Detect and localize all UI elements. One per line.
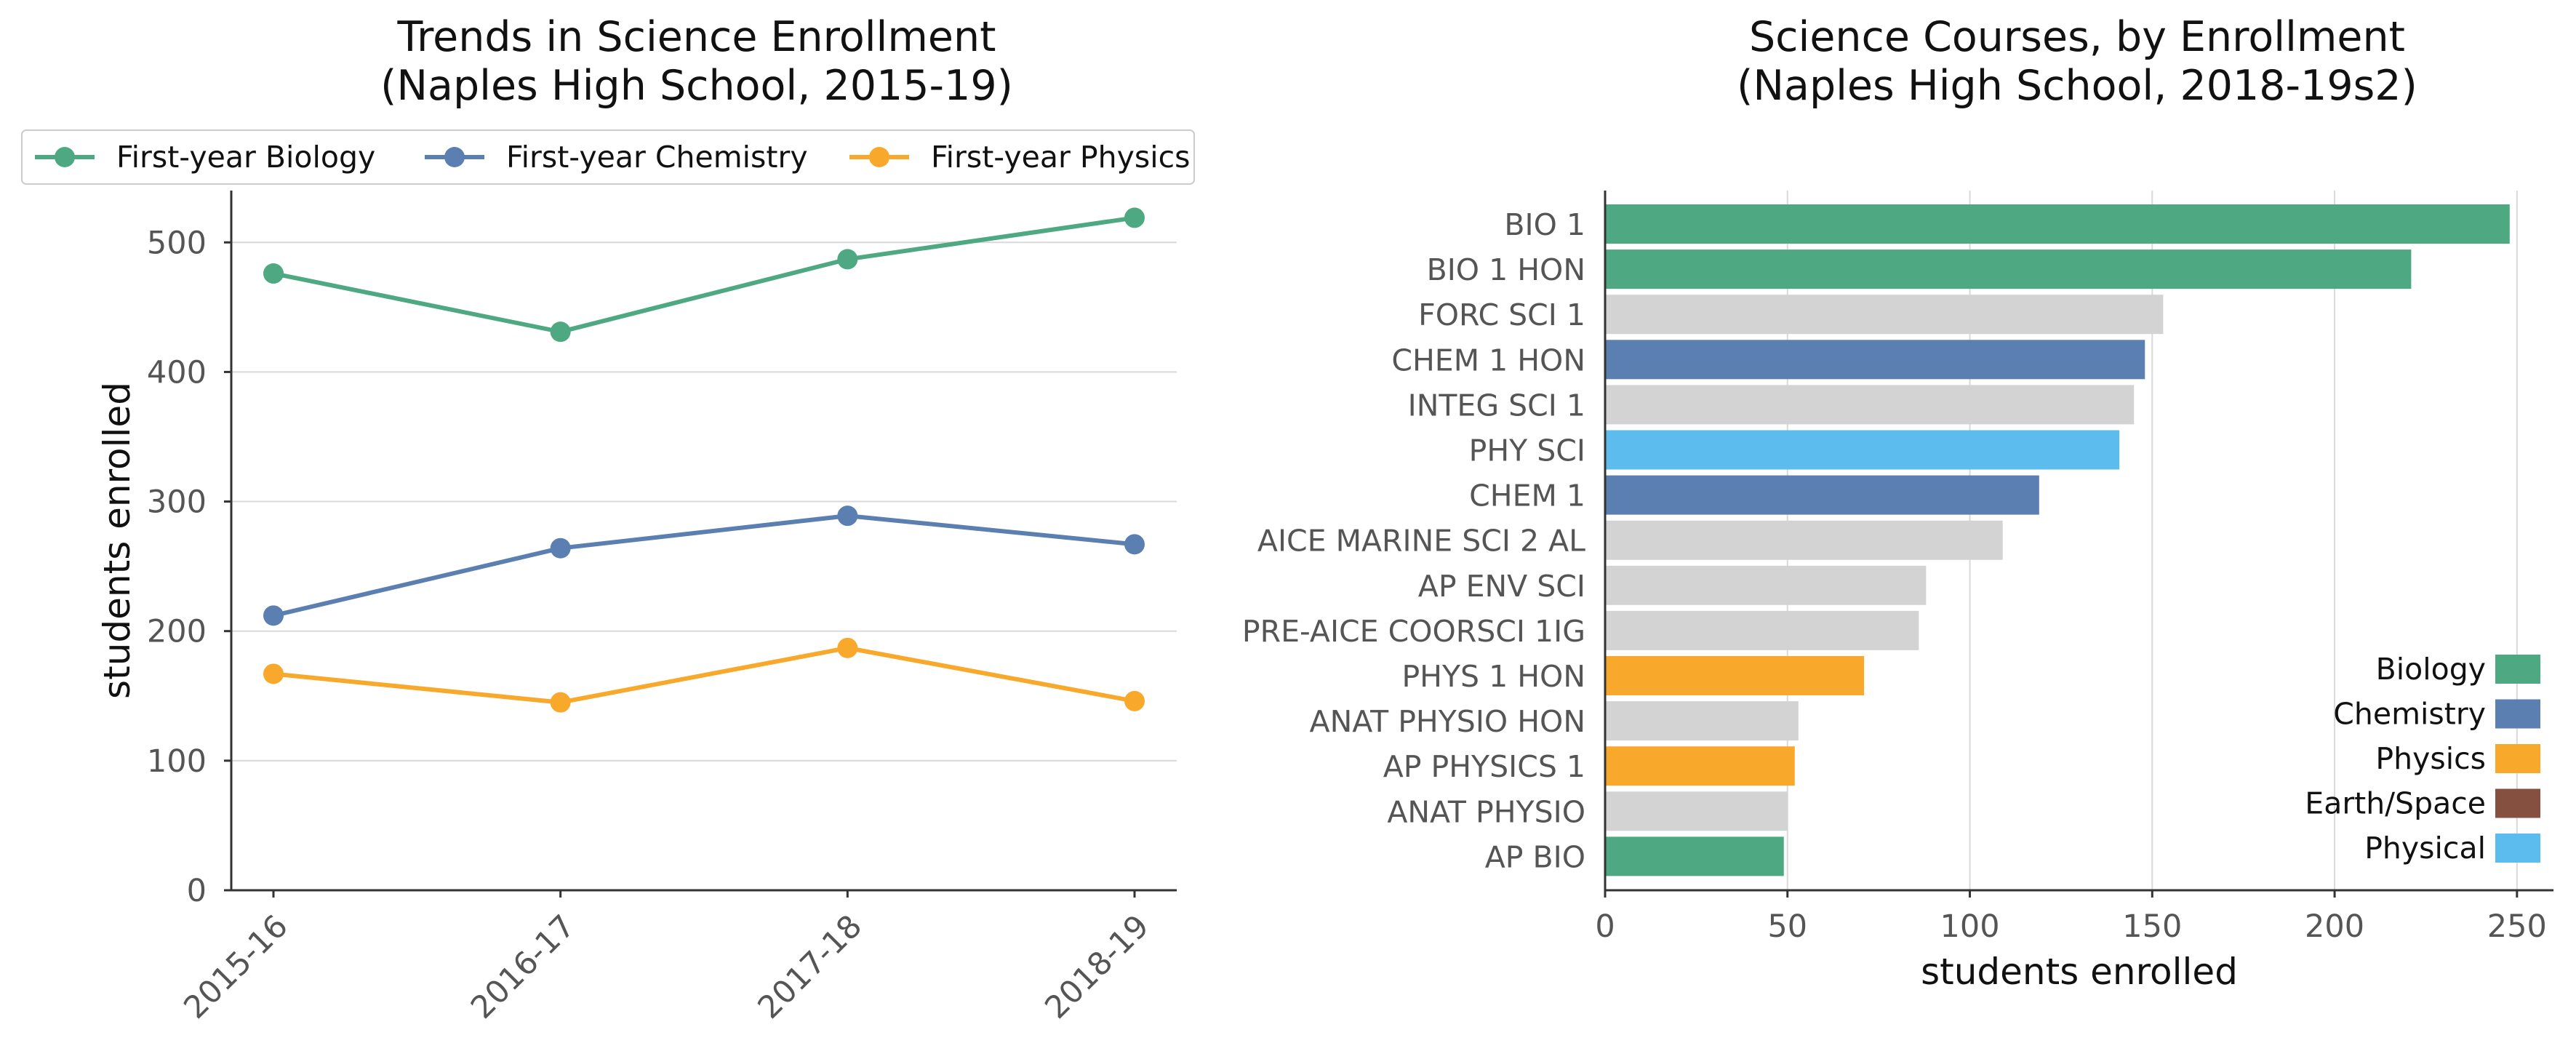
- bar-chart-bars: [1606, 204, 2510, 876]
- category-label-chem-1: CHEM 1: [1469, 479, 1585, 513]
- category-label-pre-aice-coorsci-1ig: PRE-AICE COORSCI 1IG: [1242, 614, 1585, 649]
- bar-chart-title-line-2: (Naples High School, 2018-19s2): [1737, 62, 2417, 110]
- category-label-bio-1-hon: BIO 1 HON: [1427, 252, 1585, 287]
- y-tick-label-300: 300: [147, 484, 207, 521]
- y-tick-label-500: 500: [147, 225, 207, 261]
- legend-swatch-physical: [2495, 834, 2540, 863]
- legend-label-chemistry: Chemistry: [2333, 697, 2486, 732]
- line-chart-x-ticks: 2015-16 2016-17 2017-18 2018-19: [177, 890, 1156, 1026]
- data-point-first-year-physics-2016-17: [550, 692, 571, 713]
- legend-marker-first-year-biology: [55, 147, 75, 167]
- y-tick-label-200: 200: [147, 614, 207, 650]
- bar-pre-aice-coorsci-1ig: [1606, 610, 1919, 650]
- x-tick-label-2015-16: 2015-16: [177, 908, 295, 1026]
- x-tick-label-0: 0: [1595, 908, 1615, 945]
- bar-ap-bio: [1606, 836, 1784, 876]
- legend-marker-first-year-chemistry: [444, 147, 465, 167]
- legend-frame: [21, 129, 1195, 185]
- bar-chart-x-ticks: 0 50 100 150 200 250: [1595, 890, 2547, 945]
- line-chart-axes: [230, 191, 1177, 892]
- bar-anat-physio-hon: [1606, 701, 1799, 741]
- bar-bio-1-hon: [1606, 249, 2412, 289]
- category-label-phys-1-hon: PHYS 1 HON: [1401, 659, 1585, 694]
- category-label-anat-physio: ANAT PHYSIO: [1387, 794, 1585, 829]
- bar-chart-title-line-1: Science Courses, by Enrollment: [1749, 13, 2405, 61]
- bar-chem-1: [1606, 475, 2039, 515]
- legend-label-first-year-chemistry: First-year Chemistry: [506, 140, 808, 175]
- category-label-ap-env-sci: AP ENV SCI: [1418, 569, 1585, 604]
- data-point-first-year-chemistry-2015-16: [263, 605, 284, 626]
- line-chart-gridlines: [231, 241, 1177, 762]
- data-point-first-year-biology-2018-19: [1124, 207, 1145, 228]
- bar-chart-x-axis-label: students enrolled: [1921, 951, 2238, 993]
- x-tick-label-2018-19: 2018-19: [1038, 908, 1156, 1026]
- legend-marker-first-year-physics: [869, 147, 889, 167]
- category-label-forc-sci-1: FORC SCI 1: [1418, 297, 1585, 332]
- category-label-phy-sci: PHY SCI: [1469, 433, 1585, 468]
- y-tick-label-400: 400: [147, 354, 207, 391]
- data-point-first-year-biology-2017-18: [837, 249, 858, 270]
- line-chart-y-ticks: 0 100 200 300 400 500: [147, 225, 231, 909]
- legend-label-first-year-biology: First-year Biology: [116, 140, 375, 175]
- line-chart-title-line-1: Trends in Science Enrollment: [397, 13, 996, 61]
- legend-swatch-chemistry: [2495, 699, 2540, 729]
- data-point-first-year-physics-2015-16: [263, 663, 284, 684]
- legend-swatch-earth-space: [2495, 788, 2540, 818]
- category-label-integ-sci-1: INTEG SCI 1: [1408, 388, 1585, 423]
- series-line-first-year-chemistry: [273, 513, 1135, 618]
- bar-integ-sci-1: [1606, 385, 2135, 425]
- legend-label-physical: Physical: [2364, 831, 2486, 866]
- legend-label-biology: Biology: [2376, 652, 2486, 687]
- line-chart-y-axis-label: students enrolled: [96, 382, 138, 699]
- line-chart-series: [263, 207, 1145, 713]
- data-point-first-year-chemistry-2016-17: [550, 538, 571, 559]
- bar-chart-axes: [1604, 191, 2553, 892]
- category-label-ap-bio: AP BIO: [1485, 839, 1585, 874]
- bar-forc-sci-1: [1606, 295, 2164, 335]
- category-label-chem-1-hon: CHEM 1 HON: [1391, 343, 1585, 377]
- bar-phys-1-hon: [1606, 656, 1865, 695]
- category-label-anat-physio-hon: ANAT PHYSIO HON: [1310, 704, 1585, 739]
- data-point-first-year-chemistry-2018-19: [1124, 534, 1145, 555]
- category-label-ap-physics-1: AP PHYSICS 1: [1383, 749, 1585, 784]
- legend-swatch-physics: [2495, 744, 2540, 773]
- x-tick-label-200: 200: [2305, 908, 2364, 945]
- series-line-first-year-biology: [273, 215, 1135, 335]
- series-line-first-year-physics: [273, 645, 1135, 705]
- x-tick-label-2016-17: 2016-17: [464, 908, 582, 1026]
- y-tick-label-100: 100: [147, 743, 207, 780]
- category-label-bio-1: BIO 1: [1504, 207, 1585, 242]
- line-chart-title-line-2: (Naples High School, 2015-19): [380, 62, 1013, 110]
- x-tick-label-100: 100: [1940, 908, 1999, 945]
- x-tick-label-2017-18: 2017-18: [751, 908, 869, 1026]
- bar-ap-physics-1: [1606, 746, 1795, 786]
- line-chart-legend: First-year Biology First-year Chemistry Fi…: [21, 129, 1195, 185]
- bar-anat-physio: [1606, 791, 1788, 831]
- bar-aice-marine-sci-2-al: [1606, 520, 2003, 560]
- bar-chem-1-hon: [1606, 340, 2145, 380]
- data-point-first-year-biology-2015-16: [263, 263, 284, 284]
- line-chart: Trends in Science Enrollment (Naples Hig…: [21, 13, 1195, 1026]
- category-label-aice-marine-sci-2-al: AICE MARINE SCI 2 AL: [1257, 524, 1585, 559]
- data-point-first-year-chemistry-2017-18: [837, 505, 858, 527]
- data-point-first-year-biology-2016-17: [550, 321, 571, 343]
- data-point-first-year-physics-2018-19: [1124, 690, 1145, 711]
- legend-label-first-year-physics: First-year Physics: [931, 140, 1191, 175]
- legend-swatch-biology: [2495, 655, 2540, 684]
- x-tick-label-250: 250: [2487, 908, 2547, 945]
- data-point-first-year-physics-2017-18: [837, 637, 858, 658]
- legend-label-earth-space: Earth/Space: [2305, 786, 2486, 821]
- bar-chart-category-labels: BIO 1 BIO 1 HON FORC SCI 1 CHEM 1 HON INTEG …: [1242, 207, 1585, 874]
- bar-chart-legend: Biology Chemistry Physics Earth/Space Physic…: [2305, 652, 2540, 866]
- bar-chart: Science Courses, by Enrollment (Naples H…: [1242, 13, 2553, 993]
- bar-ap-env-sci: [1606, 565, 1927, 605]
- y-tick-label-0: 0: [187, 873, 207, 909]
- x-tick-label-150: 150: [2122, 908, 2182, 945]
- bar-phy-sci: [1606, 430, 2120, 470]
- x-tick-label-50: 50: [1767, 908, 1807, 945]
- legend-label-physics: Physics: [2375, 741, 2486, 776]
- bar-bio-1: [1606, 204, 2510, 244]
